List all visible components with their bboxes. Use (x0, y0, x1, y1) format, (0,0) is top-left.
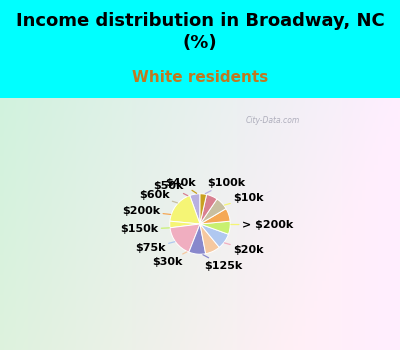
Text: $10k: $10k (224, 194, 264, 205)
Wedge shape (200, 224, 219, 254)
Wedge shape (190, 194, 200, 224)
Wedge shape (200, 195, 217, 224)
Wedge shape (200, 224, 228, 247)
Text: $60k: $60k (139, 190, 178, 203)
Text: $20k: $20k (224, 243, 264, 254)
Wedge shape (170, 224, 200, 252)
Text: > $200k: > $200k (231, 220, 293, 230)
Wedge shape (170, 221, 200, 228)
Text: $125k: $125k (203, 255, 242, 271)
Text: $100k: $100k (205, 178, 245, 194)
Text: City-Data.com: City-Data.com (245, 116, 300, 125)
Wedge shape (189, 224, 206, 254)
Wedge shape (200, 209, 230, 224)
Text: $75k: $75k (135, 242, 175, 253)
Text: Income distribution in Broadway, NC
(%): Income distribution in Broadway, NC (%) (16, 12, 384, 52)
Text: White residents: White residents (132, 70, 268, 85)
Wedge shape (170, 196, 200, 224)
Wedge shape (200, 194, 206, 224)
Text: $30k: $30k (152, 252, 187, 267)
Text: $200k: $200k (122, 206, 171, 216)
Text: $50k: $50k (153, 181, 188, 196)
Text: $40k: $40k (165, 177, 197, 193)
Text: $150k: $150k (120, 224, 169, 234)
Wedge shape (200, 221, 230, 234)
Wedge shape (200, 199, 226, 224)
